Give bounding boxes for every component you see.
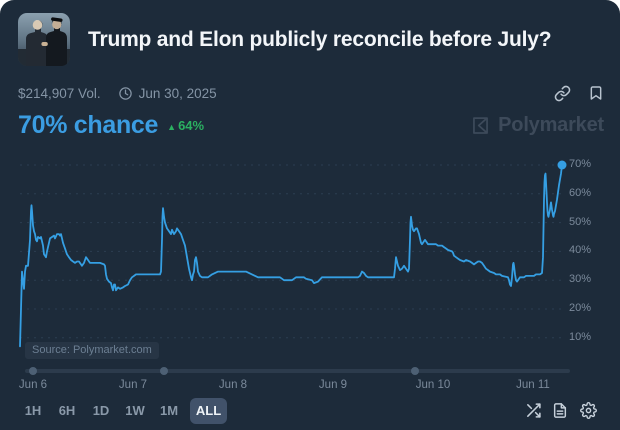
- market-avatar: [18, 13, 70, 66]
- scrubber-handle[interactable]: [411, 367, 419, 375]
- document-icon: [552, 402, 568, 419]
- copy-link-button[interactable]: [554, 85, 571, 102]
- up-arrow-icon: ▲: [167, 122, 177, 132]
- market-meta-row: $214,907 Vol. Jun 30, 2025: [18, 84, 604, 102]
- timeframe-button-6h[interactable]: 6H: [52, 398, 82, 424]
- timeframe-button-1m[interactable]: 1M: [154, 398, 184, 424]
- y-axis-label: 10%: [569, 330, 592, 343]
- x-axis-label: Jun 8: [218, 379, 248, 391]
- x-axis-label: Jun 10: [415, 379, 451, 391]
- market-title: Trump and Elon publicly reconcile before…: [88, 28, 552, 51]
- end-date-label: Jun 30, 2025: [138, 85, 217, 101]
- chance-change-value: 64%: [178, 118, 205, 133]
- y-axis-label: 30%: [569, 273, 592, 286]
- shuffle-icon: [525, 402, 542, 419]
- chance-value: 70% chance: [18, 111, 159, 139]
- x-axis-label: Jun 11: [516, 379, 550, 391]
- y-axis-label: 40%: [569, 244, 592, 257]
- volume-label: $214,907 Vol.: [18, 85, 101, 101]
- y-axis-label: 20%: [569, 302, 592, 314]
- timeframe-button-all[interactable]: ALL: [190, 398, 227, 424]
- price-line: [19, 164, 563, 348]
- scrubber-handle[interactable]: [160, 367, 168, 375]
- y-axis-label: 50%: [569, 215, 592, 228]
- x-axis-label: Jun 9: [318, 379, 348, 391]
- notes-button[interactable]: [552, 402, 568, 419]
- chance-change-badge: ▲ 64%: [167, 118, 204, 133]
- y-axis-label: 70%: [569, 158, 592, 170]
- gear-icon: [580, 402, 597, 419]
- polymarket-wordmark: Polymarket: [498, 114, 604, 136]
- x-axis-label: Jun 7: [118, 379, 148, 391]
- chance-row: 70% chance ▲ 64% Polymarket: [18, 111, 604, 140]
- polymarket-logo-icon: [473, 117, 489, 134]
- trump-elon-photo: [18, 13, 70, 66]
- clock-icon: [118, 86, 133, 101]
- settings-button[interactable]: [580, 402, 597, 419]
- y-axis-label: 60%: [569, 186, 592, 199]
- current-price-dot: [557, 160, 567, 170]
- polymarket-logo: Polymarket: [470, 114, 604, 137]
- timeframe-button-1w[interactable]: 1W: [120, 398, 150, 424]
- timeframe-button-1d[interactable]: 1D: [86, 398, 116, 424]
- bookmark-button[interactable]: [588, 85, 604, 101]
- link-icon: [554, 85, 571, 102]
- bookmark-icon: [588, 85, 604, 101]
- timeframe-button-1h[interactable]: 1H: [18, 398, 48, 424]
- scrubber-handle[interactable]: [29, 367, 37, 375]
- time-scrubber[interactable]: [25, 367, 570, 375]
- shuffle-button[interactable]: [525, 402, 542, 419]
- x-axis-label: Jun 6: [18, 379, 48, 391]
- source-watermark: Source: Polymarket.com: [25, 342, 159, 359]
